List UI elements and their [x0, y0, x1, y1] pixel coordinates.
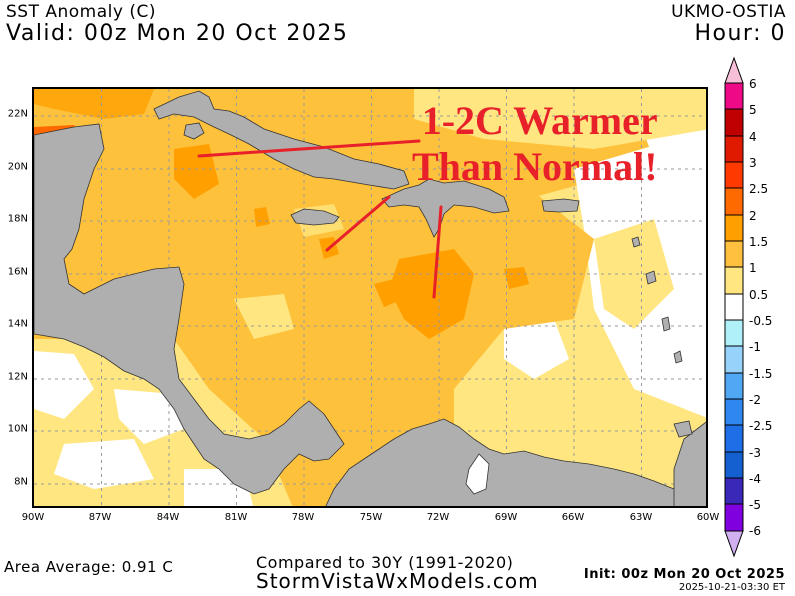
- colorbar: [724, 56, 744, 558]
- lon-label: 78W: [291, 512, 315, 523]
- colorbar-label: -0.5: [749, 314, 773, 328]
- colorbar-label: 1.5: [749, 235, 769, 249]
- lat-label: 10N: [7, 423, 28, 435]
- lon-label: 81W: [224, 512, 248, 523]
- colorbar-label: -2.5: [749, 419, 773, 433]
- lon-label: 75W: [359, 512, 383, 523]
- lon-label: 69W: [494, 512, 518, 523]
- colorbar-label: 0.5: [749, 288, 769, 302]
- colorbar-label: -6: [749, 524, 761, 538]
- site-watermark: StormVistaWxModels.com: [256, 569, 539, 593]
- lat-label: 12N: [7, 371, 28, 383]
- annotation-line-2: Than Normal!: [412, 144, 658, 189]
- valid-time: Valid: 00z Mon 20 Oct 2025: [6, 21, 349, 46]
- colorbar-label: 1: [749, 261, 757, 275]
- area-average: Area Average: 0.91 C: [4, 558, 174, 576]
- lon-label: 60W: [696, 512, 720, 523]
- lat-label: 20N: [7, 161, 28, 173]
- annotation-text: 1-2C Warmer Than Normal!: [412, 98, 658, 190]
- lon-label: 87W: [88, 512, 112, 523]
- colorbar-label: 3: [749, 156, 757, 170]
- lon-label: 63W: [629, 512, 653, 523]
- forecast-hour: Hour: 0: [694, 21, 786, 46]
- colorbar-label: -1.5: [749, 367, 773, 381]
- init-time: Init: 00z Mon 20 Oct 2025: [583, 567, 785, 582]
- colorbar-label: 6: [749, 77, 757, 91]
- colorbar-label: 2.5: [749, 182, 769, 196]
- lat-label: 8N: [14, 476, 28, 488]
- lon-label: 72W: [426, 512, 450, 523]
- lat-label: 22N: [7, 108, 28, 120]
- model-name: UKMO-OSTIA: [671, 2, 786, 22]
- lat-label: 18N: [7, 213, 28, 225]
- lat-label: 14N: [7, 318, 28, 330]
- colorbar-label: -2: [749, 393, 761, 407]
- colorbar-label: 2: [749, 209, 757, 223]
- colorbar-label: -5: [749, 498, 761, 512]
- annotation-line-1: 1-2C Warmer: [421, 98, 658, 143]
- lon-label: 66W: [561, 512, 585, 523]
- colorbar-label: -4: [749, 472, 761, 486]
- lon-label: 90W: [21, 512, 45, 523]
- colorbar-label: 5: [749, 103, 757, 117]
- colorbar-label: 4: [749, 130, 757, 144]
- lon-label: 84W: [156, 512, 180, 523]
- colorbar-label: -3: [749, 446, 761, 460]
- colorbar-label: -1: [749, 340, 761, 354]
- map-canvas: [34, 89, 706, 506]
- lat-label: 16N: [7, 266, 28, 278]
- climatology-note: Compared to 30Y (1991-2020): [256, 553, 514, 572]
- map-title: SST Anomaly (C): [6, 2, 156, 22]
- generated-timestamp: 2025-10-21-03:30 ET: [678, 582, 785, 593]
- sst-anomaly-map: 1-2C Warmer Than Normal!: [32, 87, 708, 508]
